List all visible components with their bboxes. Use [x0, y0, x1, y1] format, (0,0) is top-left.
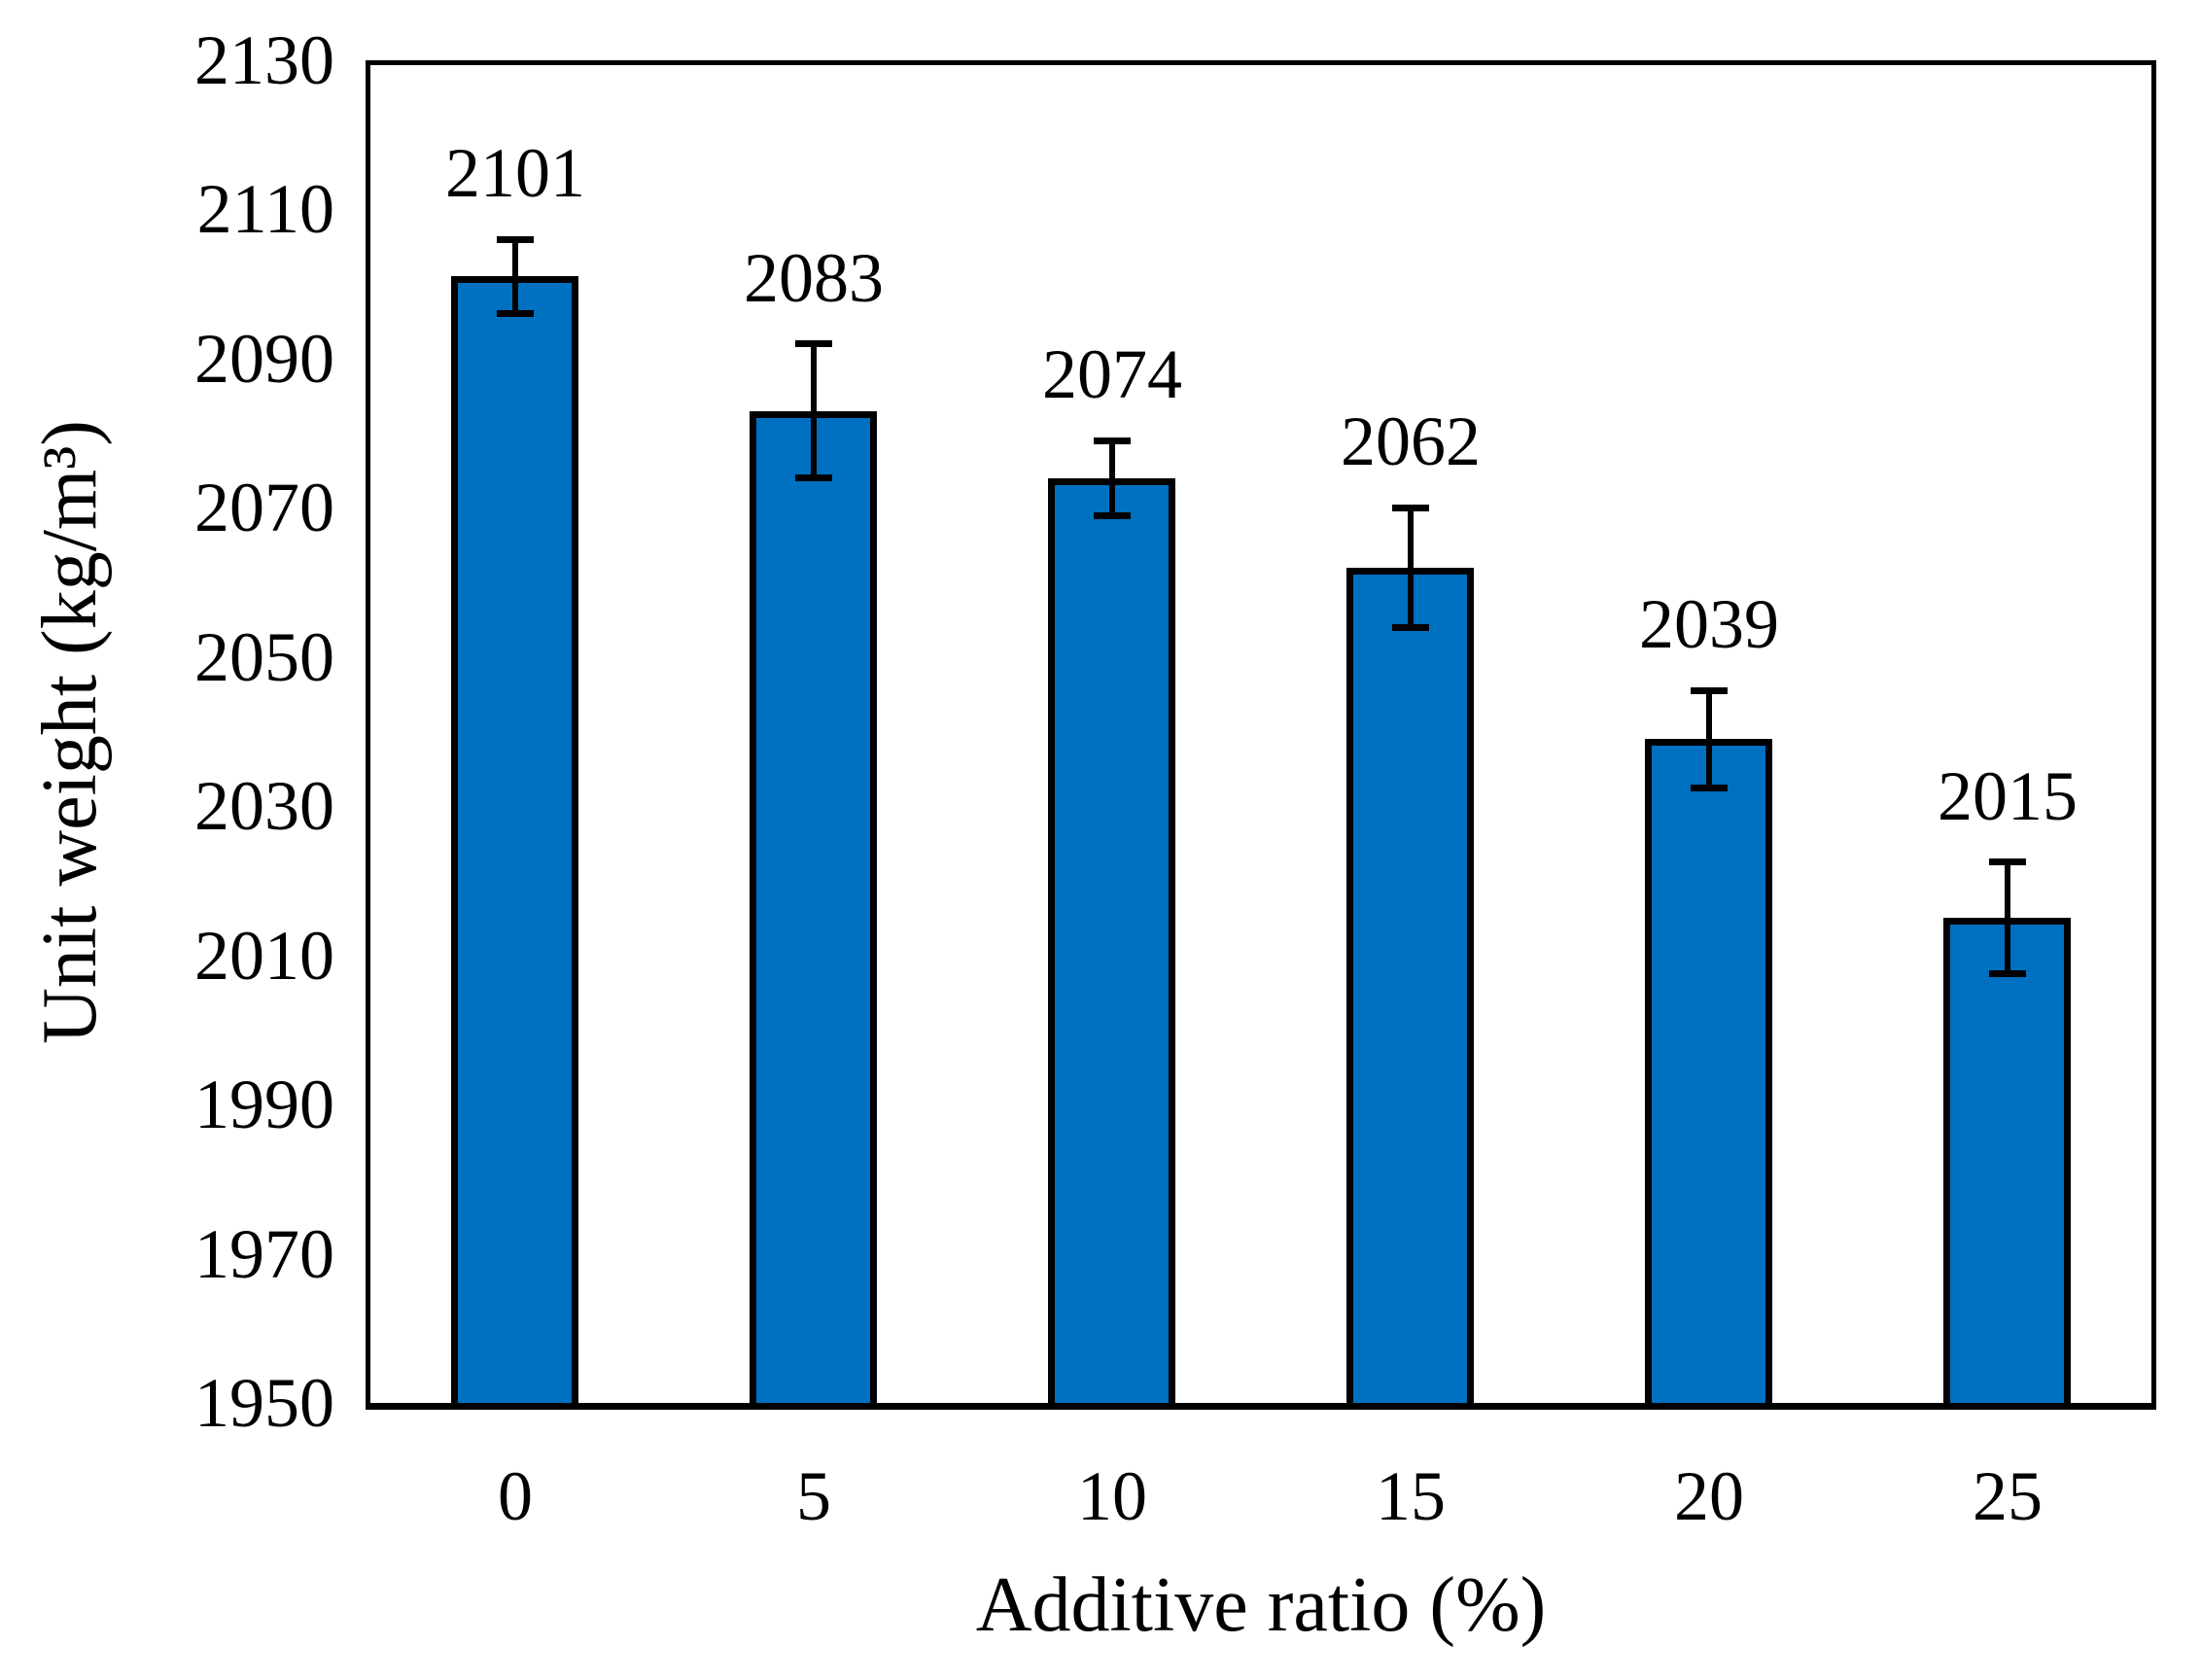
- y-tick-label: 2070: [194, 469, 334, 546]
- error-bar-top-cap: [1392, 505, 1429, 511]
- bar-value-label: 2074: [1042, 335, 1182, 413]
- y-tick-label: 1970: [194, 1215, 334, 1293]
- error-bar-bottom-cap: [1691, 785, 1728, 791]
- x-axis-title: Additive ratio (%): [975, 1562, 1547, 1648]
- y-tick-label: 1990: [194, 1066, 334, 1143]
- error-bar-top-cap: [497, 236, 534, 243]
- bar-value-label: 2039: [1639, 585, 1779, 663]
- y-tick-label: 2030: [194, 767, 334, 845]
- bar-value-label: 2083: [744, 239, 884, 317]
- y-axis-title: Unit weight (kg/m³): [27, 420, 113, 1044]
- error-bar: [811, 344, 817, 478]
- y-tick-label: 2090: [194, 320, 334, 398]
- bar: [1943, 918, 2071, 1410]
- bar: [451, 276, 578, 1410]
- x-tick-label: 5: [796, 1457, 831, 1535]
- y-tick-label: 1950: [194, 1364, 334, 1442]
- error-bar-top-cap: [1094, 438, 1131, 444]
- bar-value-label: 2062: [1341, 402, 1481, 480]
- error-bar: [1408, 508, 1414, 627]
- error-bar: [512, 239, 518, 314]
- error-bar-top-cap: [1691, 687, 1728, 694]
- error-bar-bottom-cap: [1094, 512, 1131, 519]
- y-tick-label: 2130: [194, 21, 334, 99]
- bar-value-label: 2101: [445, 134, 585, 212]
- x-tick-label: 20: [1674, 1457, 1744, 1535]
- bar: [1346, 568, 1474, 1410]
- bar: [750, 411, 877, 1410]
- bar-value-label: 2015: [1938, 757, 2078, 835]
- bar: [1048, 478, 1175, 1410]
- error-bar: [1109, 440, 1115, 515]
- x-tick-label: 25: [1973, 1457, 2043, 1535]
- bar: [1645, 739, 1772, 1410]
- error-bar: [1706, 690, 1712, 788]
- plot-area: [366, 60, 2156, 1410]
- x-tick-label: 15: [1376, 1457, 1446, 1535]
- x-tick-label: 0: [498, 1457, 533, 1535]
- y-tick-label: 2050: [194, 618, 334, 696]
- error-bar-top-cap: [795, 340, 832, 347]
- error-bar-bottom-cap: [795, 474, 832, 481]
- x-tick-label: 10: [1077, 1457, 1147, 1535]
- y-tick-label: 2010: [194, 917, 334, 995]
- error-bar-bottom-cap: [1392, 624, 1429, 631]
- y-tick-label: 2110: [196, 170, 334, 248]
- error-bar-top-cap: [1989, 858, 2026, 865]
- error-bar-bottom-cap: [1989, 970, 2026, 977]
- error-bar: [2005, 862, 2010, 974]
- error-bar-bottom-cap: [497, 310, 534, 317]
